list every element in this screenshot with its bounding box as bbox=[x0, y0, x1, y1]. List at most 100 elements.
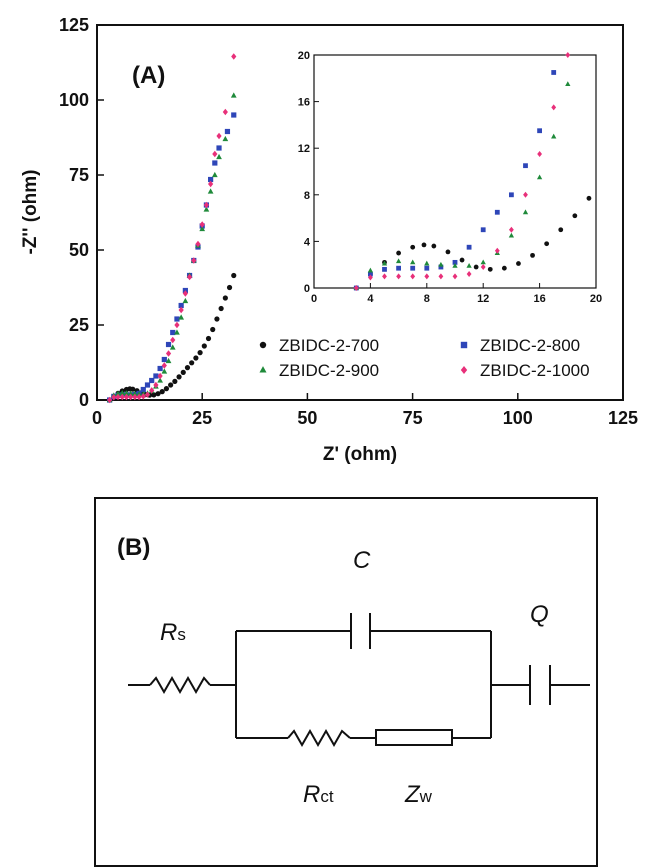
data-point-zbidc-2-1000 bbox=[119, 393, 125, 401]
inset-data-point-zbidc-2-700 bbox=[396, 250, 401, 256]
inset-data-point-zbidc-2-1000 bbox=[396, 273, 401, 280]
data-point-zbidc-2-900 bbox=[207, 188, 214, 194]
inset-data-point-zbidc-2-800 bbox=[368, 271, 373, 277]
x-axis-label: Z' (ohm) bbox=[323, 444, 397, 465]
data-point-zbidc-2-800 bbox=[216, 145, 222, 151]
data-point-zbidc-2-700 bbox=[172, 378, 178, 384]
data-point-zbidc-2-1000 bbox=[128, 393, 134, 401]
data-point-zbidc-2-1000 bbox=[195, 240, 201, 248]
data-point-zbidc-2-800 bbox=[212, 160, 218, 166]
inset-y-tick-label: 4 bbox=[304, 236, 311, 248]
data-point-zbidc-2-1000 bbox=[182, 290, 188, 297]
inset-y-tick-label: 20 bbox=[298, 50, 310, 62]
y-tick-label: 25 bbox=[69, 315, 89, 335]
inset-data-point-zbidc-2-800 bbox=[410, 265, 416, 271]
data-point-zbidc-2-700 bbox=[163, 386, 170, 392]
inset-data-point-zbidc-2-700 bbox=[445, 249, 451, 255]
data-point-zbidc-2-700 bbox=[214, 316, 220, 322]
inset-data-point-zbidc-2-700 bbox=[487, 266, 493, 272]
data-point-zbidc-2-700 bbox=[226, 284, 233, 291]
x-tick-label: 125 bbox=[608, 408, 638, 428]
inset-x-tick-label: 12 bbox=[477, 293, 489, 305]
inset-data-point-zbidc-2-1000 bbox=[537, 151, 542, 158]
data-point-zbidc-2-1000 bbox=[115, 393, 121, 401]
data-point-zbidc-2-900 bbox=[230, 92, 237, 98]
data-point-zbidc-2-700 bbox=[222, 295, 228, 301]
inset-data-point-zbidc-2-900 bbox=[536, 174, 543, 180]
x-tick-label: 25 bbox=[192, 408, 212, 428]
y-tick-label: 125 bbox=[59, 15, 89, 35]
rs-label: Rs bbox=[160, 619, 186, 646]
inset-data-point-zbidc-2-800 bbox=[452, 259, 458, 265]
inset-data-point-zbidc-2-800 bbox=[551, 70, 557, 75]
legend-marker-zbidc-2-800 bbox=[460, 341, 468, 349]
data-point-zbidc-2-1000 bbox=[208, 180, 214, 188]
zw-label: Zw bbox=[404, 781, 433, 808]
data-point-zbidc-2-700 bbox=[218, 305, 224, 312]
y-tick-label: 50 bbox=[69, 240, 89, 260]
data-point-zbidc-2-900 bbox=[203, 206, 210, 212]
inset-data-point-zbidc-2-900 bbox=[565, 81, 571, 87]
data-point-zbidc-2-1000 bbox=[144, 391, 151, 398]
inset-data-point-zbidc-2-700 bbox=[473, 264, 479, 270]
inset-data-point-zbidc-2-800 bbox=[523, 163, 528, 169]
inset-data-point-zbidc-2-800 bbox=[424, 265, 430, 271]
inset-data-point-zbidc-2-1000 bbox=[509, 226, 514, 233]
inset-data-points bbox=[353, 52, 592, 291]
inset-data-point-zbidc-2-800 bbox=[480, 227, 486, 233]
circuit-wires bbox=[128, 613, 590, 748]
data-point-zbidc-2-1000 bbox=[132, 393, 138, 401]
x-tick-label: 100 bbox=[503, 408, 533, 428]
x-tick-label: 75 bbox=[403, 408, 423, 428]
data-point-zbidc-2-1000 bbox=[165, 350, 172, 357]
data-point-zbidc-2-900 bbox=[157, 377, 163, 383]
y-axis-label: -Z'' (ohm) bbox=[20, 169, 41, 254]
data-point-zbidc-2-800 bbox=[174, 316, 180, 322]
data-point-zbidc-2-1000 bbox=[153, 381, 159, 389]
inset-data-point-zbidc-2-900 bbox=[452, 262, 458, 268]
legend: ZBIDC-2-700 ZBIDC-2-800 ZBIDC-2-900 ZBIDC-2… bbox=[259, 336, 590, 380]
data-point-zbidc-2-1000 bbox=[216, 132, 222, 140]
inset-y-tick-label: 8 bbox=[304, 190, 310, 202]
data-point-zbidc-2-1000 bbox=[212, 150, 218, 158]
inset-data-point-zbidc-2-800 bbox=[494, 209, 500, 215]
data-point-zbidc-2-700 bbox=[159, 389, 165, 395]
data-point-zbidc-2-900 bbox=[115, 390, 121, 396]
data-point-zbidc-2-1000 bbox=[107, 396, 113, 404]
data-point-zbidc-2-800 bbox=[140, 386, 146, 393]
data-point-zbidc-2-1000 bbox=[203, 201, 210, 209]
data-point-zbidc-2-1000 bbox=[222, 108, 228, 116]
inset-data-point-zbidc-2-900 bbox=[381, 260, 388, 266]
data-point-zbidc-2-700 bbox=[155, 391, 161, 397]
data-point-zbidc-2-900 bbox=[174, 329, 180, 335]
x-tick-label: 50 bbox=[297, 408, 317, 428]
inset-data-point-zbidc-2-700 bbox=[431, 243, 437, 249]
data-point-zbidc-2-1000 bbox=[199, 221, 205, 228]
inset-data-point-zbidc-2-1000 bbox=[382, 273, 387, 280]
legend-marker-zbidc-2-1000 bbox=[460, 366, 468, 374]
data-point-zbidc-2-900 bbox=[182, 297, 189, 304]
inset-x-tick-label: 0 bbox=[311, 293, 317, 305]
inset-data-point-zbidc-2-1000 bbox=[353, 285, 359, 291]
data-point-zbidc-2-700 bbox=[205, 335, 212, 342]
data-point-zbidc-2-800 bbox=[224, 128, 231, 135]
inset-data-point-zbidc-2-800 bbox=[438, 264, 444, 270]
data-point-zbidc-2-800 bbox=[153, 373, 159, 379]
inset-y-tick-label: 0 bbox=[304, 283, 310, 295]
data-point-zbidc-2-1000 bbox=[140, 393, 146, 400]
inset-data-point-zbidc-2-1000 bbox=[410, 273, 416, 280]
data-point-zbidc-2-900 bbox=[178, 314, 185, 320]
data-point-zbidc-2-1000 bbox=[186, 273, 193, 281]
inset-data-point-zbidc-2-700 bbox=[572, 213, 578, 219]
data-point-zbidc-2-800 bbox=[231, 112, 237, 118]
data-point-zbidc-2-1000 bbox=[157, 372, 163, 380]
data-point-zbidc-2-800 bbox=[170, 329, 176, 336]
legend-label-zbidc-2-900: ZBIDC-2-900 bbox=[279, 361, 379, 380]
panel-label-b: (B) bbox=[117, 534, 150, 561]
data-point-zbidc-2-900 bbox=[199, 225, 206, 232]
inset-data-point-zbidc-2-900 bbox=[438, 261, 444, 267]
data-point-zbidc-2-1000 bbox=[136, 393, 142, 401]
legend-label-zbidc-2-1000: ZBIDC-2-1000 bbox=[480, 361, 590, 380]
